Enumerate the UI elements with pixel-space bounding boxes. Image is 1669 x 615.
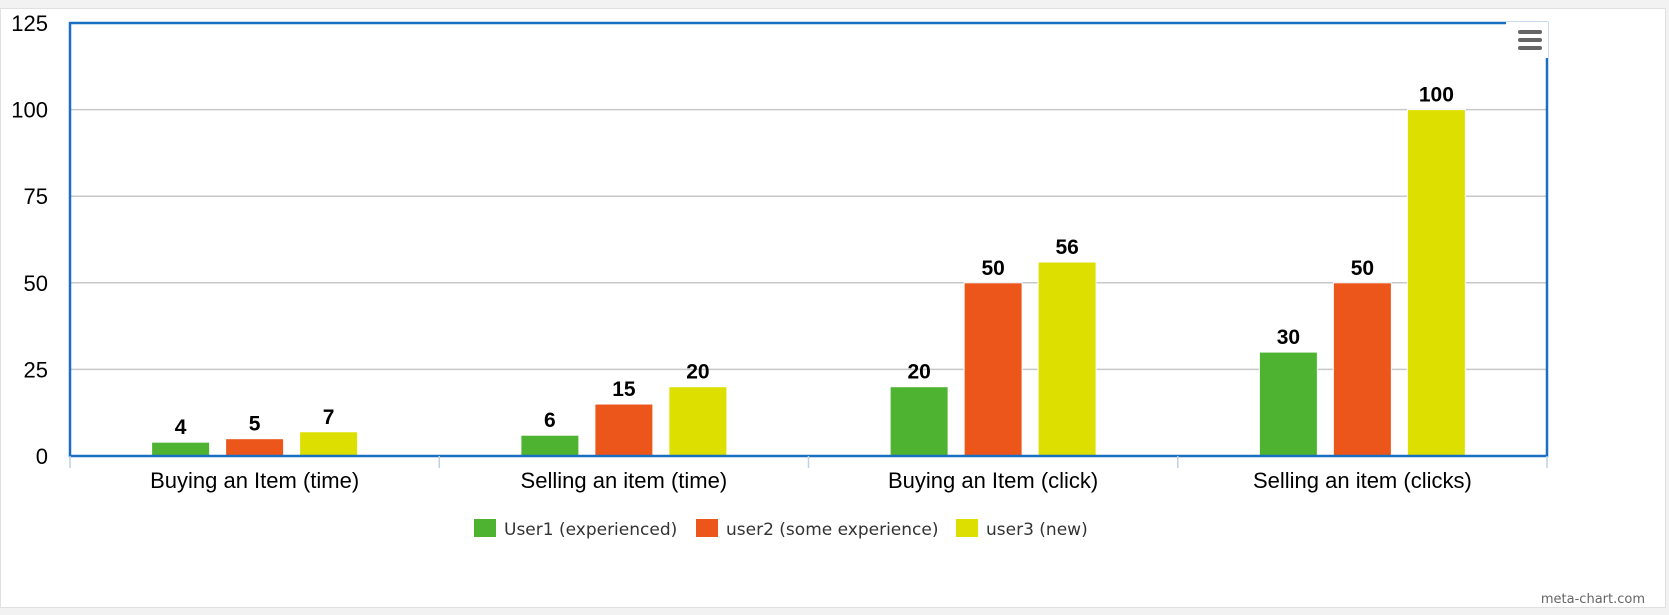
data-label: 15 <box>612 378 636 401</box>
bar[interactable] <box>889 386 949 457</box>
plot-area-border <box>68 21 1549 458</box>
y-tick-label: 125 <box>11 11 48 36</box>
x-category-label: Buying an Item (click) <box>888 468 1098 493</box>
bar[interactable] <box>151 441 211 457</box>
x-category-label: Selling an item (time) <box>521 468 728 493</box>
bar[interactable] <box>1037 261 1097 457</box>
data-label: 50 <box>1351 257 1374 280</box>
y-tick-label: 25 <box>24 357 48 382</box>
x-axis-category-labels: Buying an Item (time) Selling an item (ti… <box>150 468 1472 493</box>
data-label: 30 <box>1277 326 1300 349</box>
legend: User1 (experienced) user2 (some experienc… <box>474 519 1088 540</box>
data-label: 20 <box>907 361 930 384</box>
bar[interactable] <box>299 431 359 457</box>
bars <box>151 109 1466 457</box>
data-label: 5 <box>249 413 261 436</box>
data-labels: 4 5 7 6 15 20 20 50 56 30 50 100 <box>175 84 1454 440</box>
bar[interactable] <box>963 282 1023 457</box>
y-axis-tick-labels: 0 25 50 75 100 125 <box>11 11 48 469</box>
data-label: 100 <box>1419 84 1454 107</box>
bar[interactable] <box>1258 351 1318 457</box>
legend-swatch <box>696 519 718 537</box>
y-tick-label: 75 <box>24 184 48 209</box>
bar[interactable] <box>225 438 285 457</box>
legend-swatch <box>474 519 496 537</box>
data-label: 50 <box>981 257 1004 280</box>
legend-swatch <box>956 519 978 537</box>
data-label: 4 <box>175 416 187 439</box>
bar[interactable] <box>668 386 728 457</box>
grid-lines <box>70 108 1547 371</box>
bar[interactable] <box>1406 109 1466 457</box>
legend-item[interactable]: User1 (experienced) <box>474 519 677 540</box>
legend-item[interactable]: user3 (new) <box>956 519 1088 540</box>
legend-label: user2 (some experience) <box>726 520 938 540</box>
data-label: 7 <box>323 406 335 429</box>
credit-link[interactable]: meta-chart.com <box>1541 592 1645 607</box>
bar[interactable] <box>520 434 580 457</box>
x-category-label: Selling an item (clicks) <box>1253 468 1472 493</box>
data-label: 20 <box>686 361 709 384</box>
y-tick-label: 50 <box>24 271 48 296</box>
legend-label: user3 (new) <box>986 520 1088 540</box>
x-category-label: Buying an Item (time) <box>150 468 359 493</box>
bar[interactable] <box>1332 282 1392 457</box>
y-tick-label: 100 <box>11 98 48 123</box>
legend-item[interactable]: user2 (some experience) <box>696 519 938 540</box>
bar[interactable] <box>594 403 654 457</box>
legend-label: User1 (experienced) <box>504 520 677 540</box>
hamburger-menu-icon[interactable] <box>1506 22 1548 58</box>
y-tick-label: 0 <box>36 444 48 469</box>
data-label: 56 <box>1055 236 1078 259</box>
axes <box>68 21 1549 468</box>
data-label: 6 <box>544 409 556 432</box>
